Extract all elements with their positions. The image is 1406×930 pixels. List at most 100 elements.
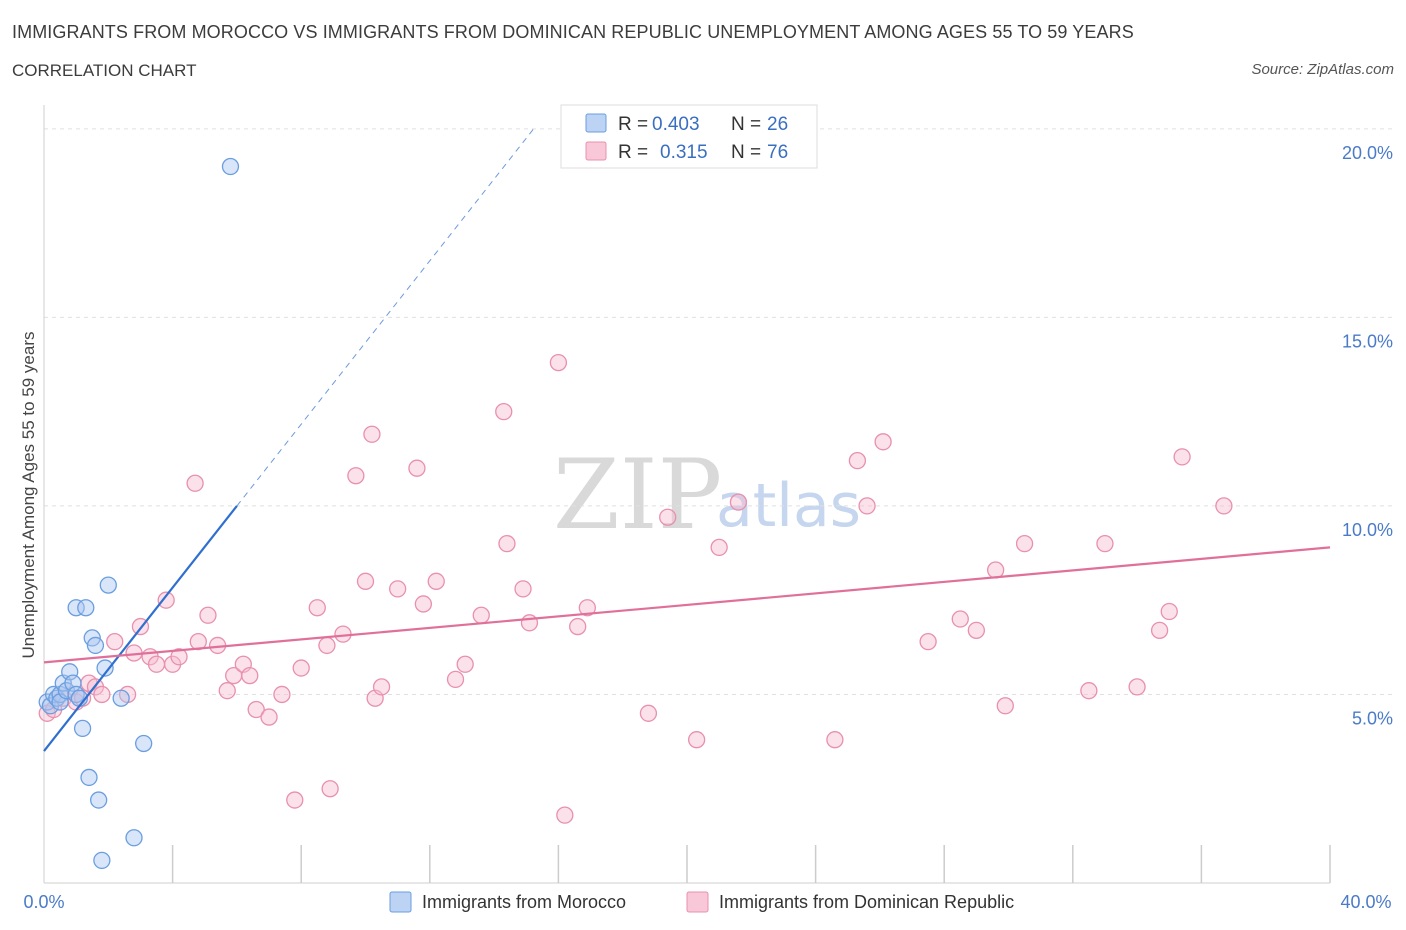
dominican-point-16 — [170, 648, 188, 666]
trend-lines — [43, 125, 1331, 752]
y-tick-label-5: 5.0% — [1352, 708, 1393, 728]
y-axis-label: Unemployment Among Ages 55 to 59 years — [19, 332, 38, 659]
legend-swatch-morocco — [585, 113, 607, 133]
dominican-point-58 — [729, 493, 748, 511]
y-axis-tick-labels: 5.0% 10.0% 15.0% 20.0% — [1342, 143, 1393, 729]
watermark-zip: ZIP — [553, 439, 722, 551]
legend-n-value-1: 26 — [767, 114, 788, 135]
x-tick-label-max: 40.0% — [1340, 892, 1391, 912]
dominican-point-59 — [826, 731, 844, 749]
dominican-point-31 — [318, 636, 336, 655]
dominican-point-47 — [498, 534, 516, 553]
dominican-point-49 — [520, 614, 539, 632]
dominican-point-39 — [388, 580, 407, 598]
legend-r-value-1: 0.403 — [652, 114, 700, 135]
legend-swatch-dominican — [585, 141, 607, 161]
legend-r-label-1: R = — [618, 114, 648, 135]
dominican-point-60 — [848, 452, 867, 470]
morocco-point-19 — [93, 851, 111, 870]
x-axis-ticks — [171, 845, 1331, 883]
dominican-point-38 — [372, 678, 391, 696]
y-tick-label-10: 10.0% — [1342, 520, 1393, 540]
morocco-point-18 — [90, 791, 108, 809]
dominican-point-56 — [687, 731, 706, 749]
chart-subtitle: CORRELATION CHART — [12, 61, 197, 80]
dominican-point-24 — [241, 666, 259, 685]
dominican-point-34 — [347, 467, 365, 485]
morocco-point-14 — [77, 599, 95, 617]
morocco-point-15 — [80, 768, 98, 787]
dominican-point-73 — [1160, 602, 1178, 621]
morocco-point-11 — [67, 599, 85, 617]
dominican-point-70 — [1096, 534, 1114, 553]
dominican-point-43 — [446, 670, 465, 689]
dominican-point-42 — [427, 572, 445, 590]
morocco-point-22 — [112, 689, 130, 707]
morocco-point-24 — [135, 734, 153, 753]
legend-n-value-2: 76 — [767, 142, 788, 163]
dominican-point-8 — [106, 633, 124, 651]
dominican-point-14 — [157, 591, 175, 609]
dominican-point-30 — [308, 599, 326, 617]
dominican-points — [38, 353, 1233, 824]
dominican-point-57 — [710, 538, 728, 557]
dominican-point-53 — [578, 599, 596, 617]
y-tick-label-20: 20.0% — [1342, 143, 1393, 163]
dominican-point-13 — [147, 655, 166, 673]
correlation-legend: R = 0.403 N = 26 R = 0.315 N = 76 — [560, 104, 818, 169]
legend-r-value-2: 0.315 — [660, 142, 708, 163]
dominican-point-64 — [951, 610, 969, 628]
dominican-point-29 — [292, 659, 310, 677]
dominican-point-72 — [1150, 621, 1169, 639]
dominican-point-55 — [659, 508, 677, 526]
dominican-point-62 — [874, 433, 892, 451]
legend-n-label-1: N = — [731, 114, 761, 135]
morocco-point-13 — [73, 719, 92, 738]
dominican-point-32 — [321, 780, 339, 798]
dominican-point-69 — [1080, 682, 1098, 700]
morocco-point-21 — [99, 576, 117, 594]
dominican-point-28 — [286, 791, 304, 809]
dominican-point-74 — [1173, 448, 1191, 466]
dominican-point-71 — [1128, 678, 1146, 696]
dominican-point-75 — [1215, 497, 1233, 515]
series-legend: Immigrants from Morocco Immigrants from … — [389, 891, 1014, 913]
bottom-legend-swatch-morocco — [389, 891, 412, 913]
dominican-point-54 — [639, 704, 658, 722]
dominican-point-21 — [218, 682, 236, 700]
morocco-trend-line — [43, 505, 238, 752]
dominican-point-61 — [858, 497, 876, 515]
dominican-point-7 — [93, 685, 111, 704]
bottom-legend-label-dominican: Immigrants from Dominican Republic — [719, 892, 1014, 912]
dominican-point-35 — [356, 572, 375, 590]
dominican-point-65 — [967, 621, 985, 639]
y-tick-label-15: 15.0% — [1342, 331, 1393, 351]
dominican-point-19 — [199, 606, 217, 624]
dominican-point-52 — [569, 617, 587, 636]
morocco-trend-extension — [236, 125, 537, 507]
bottom-legend-swatch-dominican — [686, 891, 709, 913]
dominican-point-41 — [414, 595, 433, 613]
dominican-trend-line — [43, 546, 1331, 664]
morocco-point-23 — [125, 829, 143, 847]
morocco-point-25 — [221, 157, 240, 176]
x-tick-label-min: 0.0% — [23, 892, 64, 912]
morocco-point-20 — [96, 659, 114, 677]
source-label: Source: ZipAtlas.com — [1251, 61, 1394, 78]
chart-title: IMMIGRANTS FROM MOROCCO VS IMMIGRANTS FR… — [12, 22, 1134, 42]
dominican-point-50 — [549, 353, 568, 372]
dominican-point-44 — [456, 655, 474, 673]
legend-r-label-2: R = — [618, 142, 648, 163]
bottom-legend-label-morocco: Immigrants from Morocco — [422, 892, 626, 912]
morocco-points — [38, 157, 240, 870]
dominican-point-26 — [260, 708, 278, 726]
dominican-point-46 — [495, 402, 513, 421]
legend-n-label-2: N = — [731, 142, 761, 163]
morocco-point-17 — [86, 636, 105, 655]
dominican-point-40 — [408, 459, 426, 477]
dominican-point-25 — [247, 700, 265, 719]
dominican-point-17 — [186, 474, 204, 492]
dominican-point-66 — [986, 561, 1005, 579]
dominican-point-63 — [919, 633, 937, 651]
